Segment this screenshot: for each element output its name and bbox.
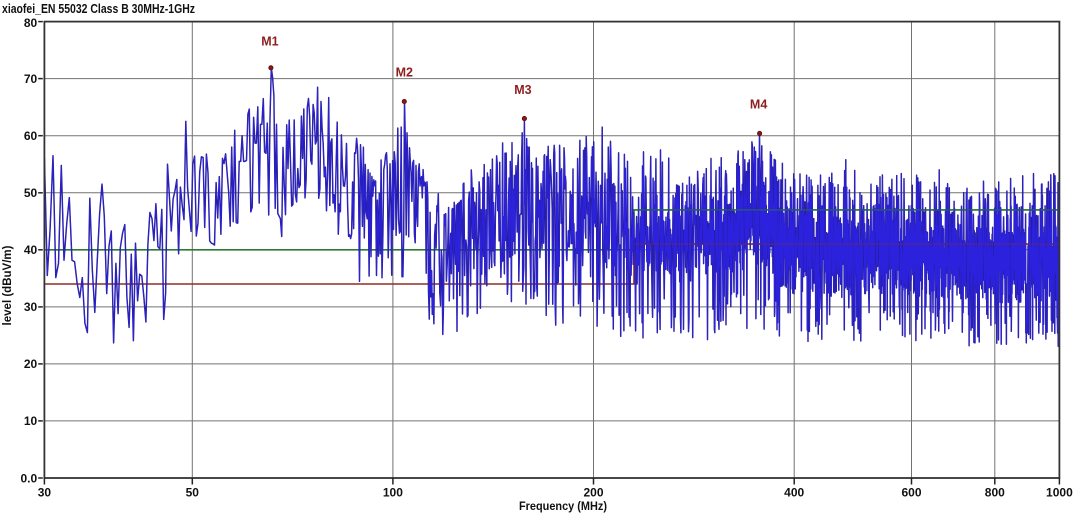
svg-text:40: 40	[24, 243, 38, 257]
svg-text:0.0: 0.0	[21, 471, 38, 485]
svg-text:800: 800	[985, 486, 1005, 500]
svg-text:30: 30	[24, 300, 38, 314]
svg-text:level (dBuV/m): level (dBuV/m)	[2, 245, 14, 325]
svg-text:10: 10	[24, 414, 38, 428]
svg-text:200: 200	[583, 486, 603, 500]
svg-text:50: 50	[24, 186, 38, 200]
svg-text:70: 70	[24, 72, 38, 86]
svg-text:80: 80	[24, 16, 38, 30]
svg-text:30: 30	[38, 486, 52, 500]
svg-text:20: 20	[24, 357, 38, 371]
svg-text:50: 50	[186, 486, 200, 500]
svg-text:Frequency (MHz): Frequency (MHz)	[519, 499, 607, 513]
svg-text:M4: M4	[750, 98, 767, 112]
svg-text:M1: M1	[261, 34, 278, 48]
svg-text:M3: M3	[514, 83, 531, 97]
svg-text:xiaofei_EN 55032 Class B 30MHz: xiaofei_EN 55032 Class B 30MHz-1GHz	[2, 2, 195, 16]
svg-text:M2: M2	[396, 66, 413, 80]
svg-text:400: 400	[784, 486, 804, 500]
svg-text:60: 60	[24, 129, 38, 143]
svg-text:600: 600	[901, 486, 921, 500]
svg-text:1000: 1000	[1046, 486, 1073, 500]
svg-text:100: 100	[383, 486, 403, 500]
